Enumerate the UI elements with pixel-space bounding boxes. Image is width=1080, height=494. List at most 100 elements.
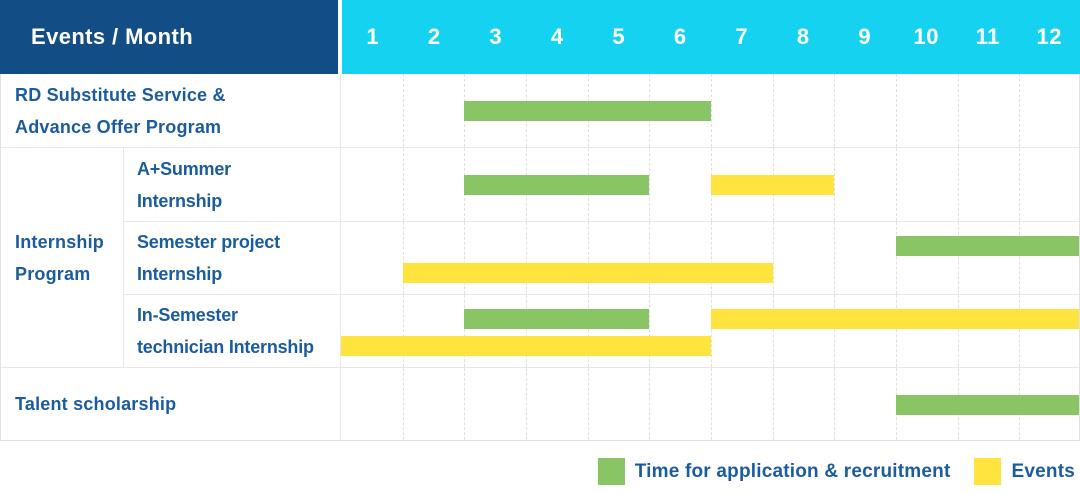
row-talent-scholarship: Talent scholarship — [1, 367, 1079, 440]
row-label-line: Internship — [137, 190, 223, 211]
month-gridline — [464, 295, 466, 367]
row-label-line: RD Substitute Service & — [15, 84, 226, 105]
month-gridline — [957, 295, 959, 367]
chart-cell — [341, 74, 1079, 147]
month-gridline — [402, 222, 404, 294]
events-month-header-cell: Events / Month — [0, 0, 338, 74]
month-gridline — [464, 368, 466, 440]
chart-cell — [341, 148, 1079, 221]
gantt-bar-yellow — [711, 175, 835, 195]
month-label-7: 7 — [735, 24, 749, 49]
month-gridline — [1019, 222, 1021, 294]
month-gridline — [896, 74, 897, 147]
month-gridline — [526, 295, 527, 367]
row-in-semester: In-Semester technician Internship — [124, 294, 1079, 367]
legend-item-yellow: Events — [974, 458, 1075, 485]
month-gridline — [649, 148, 651, 221]
row-label-semester-project: Semester project Internship — [124, 222, 341, 294]
month-label-9: 9 — [858, 24, 872, 49]
month-label-3: 3 — [489, 24, 503, 49]
month-gridline — [1019, 74, 1021, 147]
row-label-talent-scholarship: Talent scholarship — [1, 368, 341, 440]
month-gridline — [526, 368, 527, 440]
month-gridline — [711, 368, 712, 440]
month-gridline — [711, 295, 712, 367]
month-gridline — [649, 368, 651, 440]
gantt-bar-green — [464, 309, 650, 329]
month-gridline — [1019, 148, 1021, 221]
table-header: Events / Month 1 2 3 4 5 6 7 8 9 10 11 12 — [0, 0, 1080, 74]
month-gridline — [464, 222, 466, 294]
group-label-internship-program: Internship Program — [1, 148, 124, 367]
legend-label-green: Time for application & recruitment — [634, 460, 951, 482]
month-gridline — [834, 222, 836, 294]
month-gridline — [649, 222, 651, 294]
row-label-line: Advance Offer Program — [15, 116, 222, 137]
row-label-line: Program — [15, 263, 91, 284]
row-label-line: Internship — [15, 231, 105, 252]
legend-label-yellow: Events — [1011, 460, 1075, 482]
month-gridline — [587, 368, 589, 440]
chart-cell — [341, 368, 1079, 440]
gantt-bar-green — [464, 101, 711, 121]
header-gap — [338, 0, 342, 74]
month-gridline — [649, 295, 651, 367]
month-label-8: 8 — [796, 24, 810, 49]
chart-cell — [341, 295, 1079, 367]
gantt-bar-green — [896, 236, 1079, 256]
row-label-a-summer: A+Summer Internship — [124, 148, 341, 221]
row-semester-project: Semester project Internship — [124, 221, 1079, 294]
month-gridline — [957, 222, 959, 294]
month-label-1: 1 — [366, 24, 380, 49]
month-label-11: 11 — [975, 24, 1000, 49]
month-gridline — [834, 295, 836, 367]
row-label-line: Talent scholarship — [15, 394, 177, 414]
gantt-bar-yellow — [711, 309, 1079, 329]
gantt-bar-yellow — [341, 336, 711, 356]
gantt-bar-green — [464, 175, 650, 195]
row-label-line: technician Internship — [137, 337, 314, 357]
month-gridline — [957, 148, 959, 221]
month-label-10: 10 — [913, 24, 939, 49]
events-month-title: Events / Month — [31, 24, 194, 49]
month-gridline — [526, 222, 527, 294]
month-gridline — [834, 148, 836, 221]
row-label-rd-substitute: RD Substitute Service & Advance Offer Pro… — [1, 74, 341, 147]
chart-cell — [341, 222, 1079, 294]
month-label-2: 2 — [427, 24, 441, 49]
gantt-bar-green — [896, 395, 1079, 415]
month-gridline — [402, 74, 404, 147]
month-gridline — [896, 148, 897, 221]
group-internship-program: Internship Program A+Summer Internship Semes… — [1, 147, 1079, 367]
green-legend-swatch — [597, 458, 625, 485]
row-label-line: Semester project — [137, 232, 280, 252]
legend-item-green: Time for application & recruitment — [597, 458, 951, 485]
month-gridline — [772, 222, 774, 294]
legend: Time for application & recruitment Events — [0, 458, 1080, 485]
month-label-6: 6 — [673, 24, 687, 49]
month-gridline — [834, 74, 836, 147]
month-gridline — [772, 368, 774, 440]
month-header-row: 1 2 3 4 5 6 7 8 9 10 11 12 — [342, 0, 1080, 74]
month-gridline — [587, 295, 589, 367]
month-label-12: 12 — [1036, 24, 1062, 49]
month-label-4: 4 — [550, 24, 564, 49]
month-gridline — [711, 222, 712, 294]
month-gridline — [402, 148, 404, 221]
row-label-line: In-Semester — [137, 305, 238, 325]
month-label-5: 5 — [612, 24, 626, 49]
month-gridline — [957, 74, 959, 147]
month-gridline — [1019, 295, 1021, 367]
month-gridline — [402, 295, 404, 367]
month-gridline — [711, 74, 712, 147]
gantt-body: RD Substitute Service & Advance Offer Pro… — [0, 74, 1080, 441]
row-a-summer: A+Summer Internship — [124, 148, 1079, 221]
month-gridline — [587, 222, 589, 294]
yellow-legend-swatch — [974, 458, 1002, 485]
row-label-line: A+Summer — [137, 158, 231, 179]
row-label-line: Internship — [137, 264, 223, 284]
month-gridline — [834, 368, 836, 440]
row-label-in-semester: In-Semester technician Internship — [124, 295, 341, 367]
row-rd-substitute: RD Substitute Service & Advance Offer Pro… — [1, 74, 1079, 147]
